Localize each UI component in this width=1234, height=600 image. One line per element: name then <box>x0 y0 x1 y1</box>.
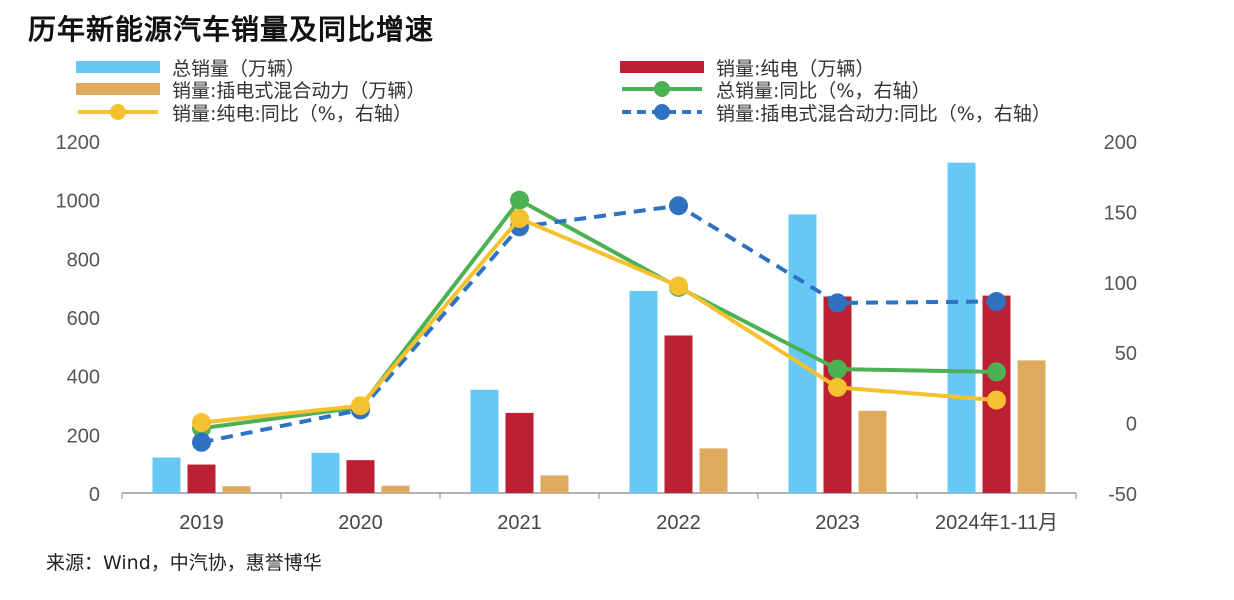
legend-swatch-bev-sales <box>620 61 704 73</box>
bar-phev <box>1017 360 1046 493</box>
y2-axis-tick-label: 0 <box>1126 414 1137 436</box>
bar-total <box>947 162 976 493</box>
x-axis-category-label: 2021 <box>497 512 542 534</box>
y-axis-tick-label: 800 <box>67 249 100 271</box>
point-phev-yoy <box>987 292 1006 312</box>
y2-axis-tick-label: -50 <box>1108 484 1137 506</box>
bar-bev <box>505 412 534 493</box>
point-bev-yoy <box>828 377 847 397</box>
legend-item-phev-yoy: 销量:插电式混合动力:同比（%，右轴） <box>620 100 1051 125</box>
legend-label-total-yoy: 总销量:同比（%，右轴） <box>716 79 931 102</box>
bar-total <box>311 452 340 493</box>
x-axis-category-label: 2020 <box>338 512 383 534</box>
bar-phev <box>858 410 887 493</box>
line-bev-yoy <box>201 216 997 425</box>
legend-swatch-marker <box>654 81 670 97</box>
x-axis-category-label: 2022 <box>656 512 701 534</box>
y-axis-tick-label: 200 <box>67 425 100 447</box>
legend-item-bev-sales: 销量:纯电（万辆） <box>620 55 875 80</box>
legend-item-total-yoy: 总销量:同比（%，右轴） <box>620 77 931 102</box>
legend-label-total-sales: 总销量（万辆） <box>172 57 306 80</box>
point-phev-yoy <box>828 293 847 313</box>
point-total-yoy <box>510 190 529 210</box>
legend-label-phev-sales: 销量:插电式混合动力（万辆） <box>172 79 426 102</box>
bar-total <box>152 457 181 493</box>
legend-swatch-phev-yoy <box>622 104 702 120</box>
legend-swatch-phev-sales <box>76 83 160 95</box>
legend-swatch-marker <box>110 104 126 120</box>
y-axis-tick-label: 400 <box>67 367 100 389</box>
bar-phev <box>222 486 251 493</box>
point-phev-yoy <box>192 432 211 452</box>
y-axis-tick-label: 1200 <box>56 132 101 154</box>
chart-title: 历年新能源汽车销量及同比增速 <box>28 13 435 46</box>
source-note: 来源：Wind，中汽协，惠誉博华 <box>46 552 322 574</box>
point-bev-yoy <box>192 413 211 433</box>
legend-swatch-marker <box>654 104 670 120</box>
y2-axis-tick-label: 200 <box>1104 132 1137 154</box>
bar-phev <box>699 448 728 493</box>
line-total-yoy <box>201 198 997 431</box>
legend-swatch-bar <box>76 61 160 73</box>
x-axis-category-label: 2019 <box>179 512 224 534</box>
bar-phev <box>540 475 569 493</box>
y-axis-tick-label: 0 <box>89 484 100 506</box>
y2-axis-tick-label: 50 <box>1115 343 1137 365</box>
point-bev-yoy <box>351 396 370 416</box>
legend-label-bev-sales: 销量:纯电（万辆） <box>716 57 875 80</box>
point-bev-yoy <box>669 276 688 296</box>
y2-axis-tick-label: 100 <box>1104 273 1137 295</box>
bar-bev <box>346 460 375 493</box>
chart-legend: 总销量（万辆） 销量:纯电（万辆） 销量:插电式混合动力（万辆） 总销量:同比（… <box>0 0 1234 135</box>
y-axis-tick-label: 1000 <box>56 191 101 213</box>
legend-swatch-total-sales <box>76 61 160 73</box>
legend-swatch-bar <box>76 83 160 95</box>
legend-label-bev-yoy: 销量:纯电:同比（%，右轴） <box>172 102 412 125</box>
legend-swatch-bev-yoy <box>78 104 158 120</box>
point-total-yoy <box>828 359 847 379</box>
legend-item-phev-sales: 销量:插电式混合动力（万辆） <box>76 77 426 102</box>
point-phev-yoy <box>669 196 688 216</box>
bar-bev <box>664 335 693 493</box>
point-bev-yoy <box>510 208 529 228</box>
point-bev-yoy <box>987 390 1006 410</box>
legend-item-total-sales: 总销量（万辆） <box>76 55 306 80</box>
bar-phev <box>381 485 410 493</box>
bar-total <box>788 214 817 494</box>
legend-swatch-bar <box>620 61 704 73</box>
bar-bev <box>187 464 216 493</box>
line-phev-yoy <box>201 203 997 445</box>
y2-axis-tick-label: 150 <box>1104 202 1137 224</box>
x-axis-category-label: 2024年1-11月 <box>935 511 1058 534</box>
legend-label-phev-yoy: 销量:插电式混合动力:同比（%，右轴） <box>716 102 1051 125</box>
point-total-yoy <box>987 362 1006 382</box>
x-axis-category-label: 2023 <box>815 512 860 534</box>
y-axis-tick-label: 600 <box>67 308 100 330</box>
legend-item-bev-yoy: 销量:纯电:同比（%，右轴） <box>76 100 412 125</box>
legend-swatch-total-yoy <box>622 81 702 97</box>
bar-total <box>629 290 658 493</box>
bar-total <box>470 389 499 493</box>
